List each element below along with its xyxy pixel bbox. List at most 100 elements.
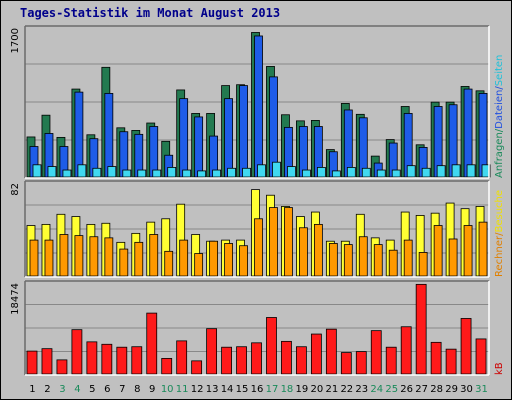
bar-seiten-27 bbox=[421, 167, 431, 178]
bar-dateien-14 bbox=[224, 98, 233, 178]
legend-entry: Dateien bbox=[494, 90, 505, 129]
legend-entry: kB bbox=[494, 362, 505, 375]
bar-dateien-4 bbox=[74, 91, 84, 178]
bar-rechner-16 bbox=[254, 218, 263, 277]
bar-seiten-19 bbox=[302, 169, 311, 178]
bar-seiten-7 bbox=[122, 169, 132, 178]
bar-rechner-10 bbox=[164, 250, 174, 277]
x-tick-label-17: 17 bbox=[266, 384, 279, 395]
bar-kb-28 bbox=[430, 341, 442, 375]
x-tick-label-4: 4 bbox=[74, 384, 80, 395]
bar-rechner-17 bbox=[269, 207, 278, 277]
bar-seiten-6 bbox=[107, 166, 117, 178]
bar-rechner-24 bbox=[373, 244, 383, 277]
bar-kb-31 bbox=[475, 338, 487, 375]
bar-rechner-15 bbox=[239, 245, 248, 277]
legend-entry: Seiten bbox=[494, 55, 505, 87]
bar-kb-20 bbox=[310, 333, 322, 375]
bar-rechner-4 bbox=[74, 235, 84, 277]
legend-requests: Anfragen/Dateien/Seiten bbox=[494, 55, 505, 178]
bar-kb-19 bbox=[296, 346, 307, 375]
legend-entry: Besuche bbox=[494, 190, 505, 233]
bar-kb-7 bbox=[116, 346, 128, 375]
bar-seiten-3 bbox=[62, 169, 72, 178]
bar-rechner-8 bbox=[134, 241, 144, 277]
bar-kb-14 bbox=[221, 346, 232, 375]
bar-seiten-9 bbox=[152, 169, 162, 178]
x-tick-label-15: 15 bbox=[236, 384, 249, 395]
bar-rechner-11 bbox=[179, 239, 189, 277]
bar-seiten-31 bbox=[481, 164, 491, 178]
bar-kb-6 bbox=[101, 343, 113, 375]
bar-rechner-22 bbox=[343, 244, 353, 277]
bar-kb-10 bbox=[161, 358, 173, 375]
bar-seiten-21 bbox=[331, 170, 341, 178]
x-tick-label-24: 24 bbox=[370, 384, 383, 395]
bar-dateien-19 bbox=[299, 126, 308, 178]
x-tick-label-31: 31 bbox=[475, 384, 488, 395]
bar-seiten-11 bbox=[182, 169, 192, 178]
bar-seiten-14 bbox=[227, 167, 236, 178]
bar-kb-18 bbox=[281, 340, 292, 375]
x-tick-label-5: 5 bbox=[89, 384, 95, 395]
bar-rechner-6 bbox=[104, 237, 114, 277]
bar-seiten-5 bbox=[92, 167, 102, 178]
legend-entry: / bbox=[494, 86, 505, 90]
bar-kb-26 bbox=[400, 326, 412, 375]
bar-dateien-15 bbox=[239, 85, 248, 178]
bar-rechner-14 bbox=[224, 243, 233, 277]
bar-kb-22 bbox=[340, 352, 352, 375]
chart-title: Tages-Statistik im Monat August 2013 bbox=[20, 6, 281, 20]
bar-kb-21 bbox=[325, 328, 337, 375]
legend-kb: kB bbox=[494, 362, 505, 375]
legend-entry: Rechner bbox=[494, 235, 505, 277]
bar-kb-3 bbox=[56, 359, 68, 375]
bar-rechner-12 bbox=[194, 253, 204, 277]
bar-seiten-24 bbox=[376, 169, 386, 178]
x-tick-label-8: 8 bbox=[134, 384, 140, 395]
bar-seiten-23 bbox=[361, 167, 371, 178]
bar-kb-29 bbox=[445, 348, 457, 375]
bar-seiten-29 bbox=[451, 164, 461, 178]
bar-seiten-17 bbox=[272, 161, 281, 178]
x-tick-label-21: 21 bbox=[325, 384, 338, 395]
bar-rechner-1 bbox=[29, 239, 39, 277]
bar-kb-5 bbox=[86, 341, 98, 375]
legend-visits: Rechner/Besuche bbox=[494, 190, 505, 277]
bar-seiten-10 bbox=[167, 167, 177, 178]
x-tick-label-7: 7 bbox=[119, 384, 125, 395]
bar-rechner-29 bbox=[448, 238, 458, 277]
y-max-label-requests: 1700 bbox=[10, 28, 21, 53]
bar-kb-4 bbox=[71, 329, 83, 375]
bar-kb-30 bbox=[460, 318, 472, 375]
x-tick-label-27: 27 bbox=[415, 384, 428, 395]
bar-rechner-3 bbox=[59, 234, 69, 277]
bar-rechner-5 bbox=[89, 236, 99, 277]
bar-seiten-2 bbox=[47, 166, 57, 178]
x-tick-label-30: 30 bbox=[460, 384, 473, 395]
bar-kb-27 bbox=[415, 283, 427, 375]
bar-dateien-12 bbox=[194, 116, 204, 178]
x-tick-label-23: 23 bbox=[355, 384, 368, 395]
bar-kb-2 bbox=[41, 348, 53, 375]
x-tick-label-3: 3 bbox=[59, 384, 65, 395]
x-tick-label-14: 14 bbox=[221, 384, 234, 395]
bar-rechner-31 bbox=[478, 221, 488, 277]
bar-seiten-20 bbox=[316, 167, 326, 178]
bar-dateien-16 bbox=[254, 35, 263, 178]
bar-kb-17 bbox=[266, 317, 277, 375]
x-tick-label-16: 16 bbox=[251, 384, 264, 395]
bar-kb-11 bbox=[176, 340, 188, 375]
bar-kb-9 bbox=[146, 312, 158, 375]
bar-rechner-30 bbox=[463, 225, 473, 277]
x-tick-label-25: 25 bbox=[385, 384, 398, 395]
bar-seiten-18 bbox=[287, 166, 296, 178]
x-tick-label-1: 1 bbox=[29, 384, 35, 395]
bar-kb-23 bbox=[355, 351, 367, 375]
bar-dateien-6 bbox=[104, 93, 114, 178]
x-tick-label-26: 26 bbox=[400, 384, 413, 395]
bar-rechner-19 bbox=[299, 227, 308, 277]
bar-rechner-18 bbox=[284, 207, 293, 277]
x-tick-label-10: 10 bbox=[161, 384, 174, 395]
